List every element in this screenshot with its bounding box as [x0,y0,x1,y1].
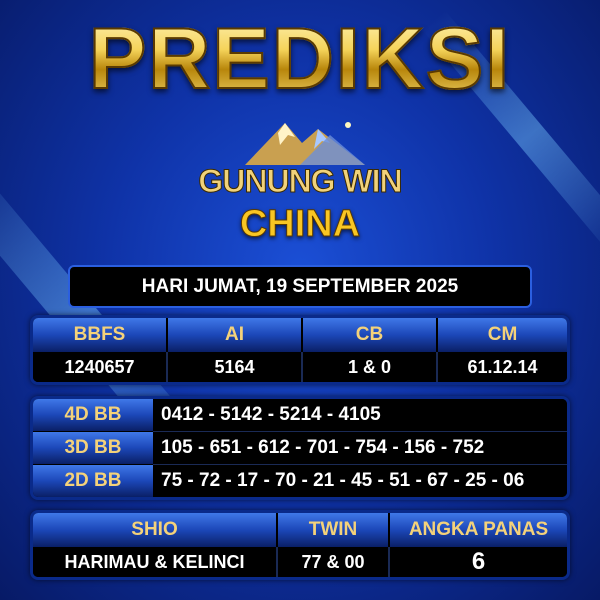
value-angka-panas: 6 [390,547,567,577]
header-bbfs: BBFS [33,318,168,352]
value-cm: 61.12.14 [438,352,567,382]
header-ai: AI [168,318,303,352]
mountain-logo-icon [245,122,365,165]
bb-row-3d: 3D BB 105 - 651 - 612 - 701 - 754 - 156 … [33,432,567,465]
main-prediction-table: BBFS AI CB CM 1240657 5164 1 & 0 61.12.1… [30,315,570,385]
brand-name: GUNUNG WIN [198,163,403,200]
header-twin: TWIN [278,513,390,547]
value-3d-bb: 105 - 651 - 612 - 701 - 754 - 156 - 752 [153,432,567,465]
value-ai: 5164 [168,352,303,382]
value-bbfs: 1240657 [33,352,168,382]
value-shio: HARIMAU & KELINCI [33,547,278,577]
value-2d-bb: 75 - 72 - 17 - 70 - 21 - 45 - 51 - 67 - … [153,465,567,497]
label-3d-bb: 3D BB [33,432,153,465]
header-cb: CB [303,318,438,352]
bb-row-4d: 4D BB 0412 - 5142 - 5214 - 4105 [33,399,567,432]
value-4d-bb: 0412 - 5142 - 5214 - 4105 [153,399,567,432]
bb-table: 4D BB 0412 - 5142 - 5214 - 4105 3D BB 10… [30,396,570,500]
header-cm: CM [438,318,567,352]
market-name: CHINA [239,203,361,246]
header-shio: SHIO [33,513,278,547]
value-twin: 77 & 00 [278,547,390,577]
page-title: PREDIKSI [0,10,600,109]
date-bar: HARI JUMAT, 19 SEPTEMBER 2025 [68,265,532,308]
header-angka-panas: ANGKA PANAS [390,513,567,547]
bottom-table: SHIO TWIN ANGKA PANAS HARIMAU & KELINCI … [30,510,570,580]
value-cb: 1 & 0 [303,352,438,382]
bb-row-2d: 2D BB 75 - 72 - 17 - 70 - 21 - 45 - 51 -… [33,465,567,497]
label-4d-bb: 4D BB [33,399,153,432]
label-2d-bb: 2D BB [33,465,153,497]
